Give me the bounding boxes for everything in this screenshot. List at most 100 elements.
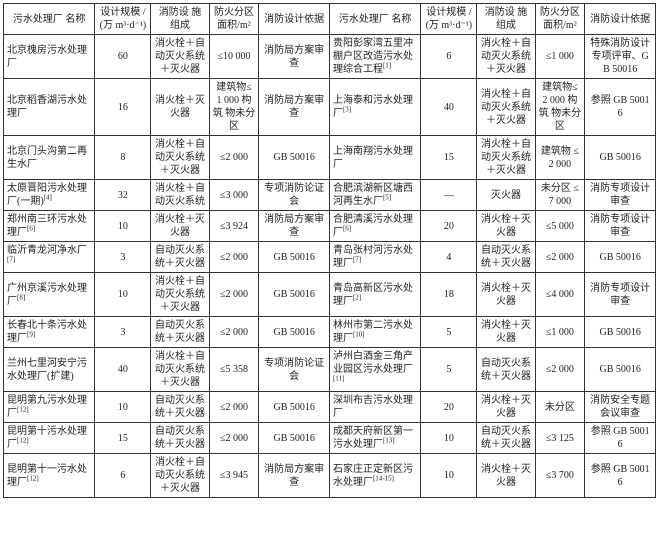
cell-basis: GB 50016 — [259, 273, 330, 317]
footnote-ref: [4] — [44, 194, 52, 202]
cell-scale: 4 — [421, 242, 477, 273]
cell-scale: 15 — [421, 136, 477, 180]
cell-facility: 消火栓＋灭火器 — [477, 317, 535, 348]
cell-facility: 消火栓＋灭火器 — [151, 211, 209, 242]
cell-basis: 消防专项设计审查 — [585, 180, 656, 211]
table-row: 北京稻香湖污水处理厂16消火栓＋灭火器建筑物≤ 1 000 构筑 物未分区消防局… — [4, 79, 656, 136]
cell-area: ≤2 000 — [209, 136, 259, 180]
col-basis-right: 消防设计依据 — [585, 4, 656, 35]
cell-facility: 消火栓＋自动灭火系统＋灭火器 — [477, 35, 535, 79]
cell-facility: 消火栓＋灭火器 — [477, 273, 535, 317]
cell-facility: 消火栓＋灭火器 — [477, 454, 535, 498]
col-name-right: 污水处理厂 名称 — [329, 4, 420, 35]
cell-facility: 消火栓＋灭火器 — [477, 392, 535, 423]
cell-facility: 自动灭火系统＋灭火器 — [151, 242, 209, 273]
cell-basis: 消防局方案审查 — [259, 79, 330, 136]
cell-basis: GB 50016 — [585, 242, 656, 273]
cell-name: 合肥滨湖新区塘西河再生水厂[5] — [329, 180, 420, 211]
cell-facility: 消火栓＋自动灭火系统＋灭火器 — [151, 35, 209, 79]
table-row: 兰州七里河安宁污水处理厂(扩建)40消火栓＋自动灭火系统＋灭火器≤5 358专项… — [4, 348, 656, 392]
cell-basis: 参照 GB 50016 — [585, 454, 656, 498]
cell-basis: 消防局方案审查 — [259, 35, 330, 79]
table-row: 郑州南三环污水处理厂[6]10消火栓＋灭火器≤3 924消防局方案审查合肥清溪污… — [4, 211, 656, 242]
cell-area: ≤5 358 — [209, 348, 259, 392]
col-scale-right: 设计规模 /(万 m³·d⁻¹) — [421, 4, 477, 35]
cell-scale: 18 — [421, 273, 477, 317]
table-row: 长春北十条污水处理厂[9]3自动灭火系统＋灭火器≤2 000GB 50016林州… — [4, 317, 656, 348]
cell-scale: 5 — [421, 317, 477, 348]
cell-area: ≤2 000 — [535, 348, 585, 392]
cell-scale: 10 — [95, 211, 151, 242]
footnote-ref: [7] — [353, 256, 361, 264]
cell-area: ≤3 924 — [209, 211, 259, 242]
cell-name: 泸州白酒金三角产业园区污水处理厂[11] — [329, 348, 420, 392]
footnote-ref: [3] — [343, 106, 351, 114]
cell-area: ≤3 000 — [209, 180, 259, 211]
cell-name: 成都天府新区第一污水处理厂[13] — [329, 423, 420, 454]
table-row: 昆明第九污水处理厂[12]10自动灭火系统＋灭火器≤2 000GB 50016深… — [4, 392, 656, 423]
cell-basis: 特殊消防设计专项评审、GB 50016 — [585, 35, 656, 79]
cell-facility: 消火栓＋自动灭火系统＋灭火器 — [151, 136, 209, 180]
footnote-ref: [5] — [383, 194, 391, 202]
cell-area: 建筑物≤ 1 000 构筑 物未分区 — [209, 79, 259, 136]
cell-name: 北京稻香湖污水处理厂 — [4, 79, 95, 136]
cell-facility: 自动灭火系统＋灭火器 — [151, 423, 209, 454]
cell-scale: 15 — [95, 423, 151, 454]
footnote-ref: [12] — [17, 437, 29, 445]
cell-basis: GB 50016 — [259, 242, 330, 273]
cell-name: 贵阳彭家湾五里冲棚户区改造污水处理综合工程[1] — [329, 35, 420, 79]
cell-name: 昆明第十污水处理厂[12] — [4, 423, 95, 454]
cell-name: 上海泰和污水处理厂[3] — [329, 79, 420, 136]
col-name-left: 污水处理厂 名称 — [4, 4, 95, 35]
cell-facility: 消火栓＋自动灭火系统＋灭火器 — [151, 454, 209, 498]
cell-name: 昆明第十一污水处理厂[12] — [4, 454, 95, 498]
cell-name: 深圳布吉污水处理厂 — [329, 392, 420, 423]
cell-name: 石家庄正定新区污水处理厂[14-15] — [329, 454, 420, 498]
cell-area: ≤2 000 — [209, 423, 259, 454]
cell-basis: 参照 GB 50016 — [585, 79, 656, 136]
wastewater-plants-table: 污水处理厂 名称 设计规模 /(万 m³·d⁻¹) 消防设 施组成 防火分区 面… — [3, 3, 656, 498]
cell-facility: 自动灭火系统＋灭火器 — [477, 423, 535, 454]
cell-name: 北京槐房污水处理厂 — [4, 35, 95, 79]
cell-area: ≤1 000 — [535, 35, 585, 79]
cell-scale: 10 — [421, 423, 477, 454]
cell-basis: GB 50016 — [585, 317, 656, 348]
cell-area: ≤5 000 — [535, 211, 585, 242]
cell-name: 太原晋阳污水处理厂(一期)[4] — [4, 180, 95, 211]
cell-basis: 消防局方案审查 — [259, 454, 330, 498]
cell-basis: GB 50016 — [259, 392, 330, 423]
cell-scale: 3 — [95, 242, 151, 273]
table-body: 北京槐房污水处理厂60消火栓＋自动灭火系统＋灭火器≤10 000消防局方案审查贵… — [4, 35, 656, 498]
cell-scale: — — [421, 180, 477, 211]
cell-scale: 10 — [95, 392, 151, 423]
cell-area: ≤1 000 — [535, 317, 585, 348]
cell-basis: 参照 GB 50016 — [585, 423, 656, 454]
footnote-ref: [2] — [353, 293, 361, 301]
footnote-ref: [13] — [383, 437, 395, 445]
cell-area: ≤2 000 — [209, 317, 259, 348]
cell-area: ≤3 700 — [535, 454, 585, 498]
cell-basis: 消防专项设计审查 — [585, 273, 656, 317]
col-facility-right: 消防设 施组成 — [477, 4, 535, 35]
cell-scale: 8 — [95, 136, 151, 180]
cell-name: 青岛高新区污水处理厂[2] — [329, 273, 420, 317]
cell-name: 林州市第二污水处理厂[10] — [329, 317, 420, 348]
cell-name: 郑州南三环污水处理厂[6] — [4, 211, 95, 242]
cell-facility: 消火栓＋灭火器 — [151, 79, 209, 136]
cell-name: 上海南翔污水处理厂 — [329, 136, 420, 180]
cell-basis: GB 50016 — [585, 136, 656, 180]
footnote-ref: [6] — [343, 225, 351, 233]
cell-basis: 消防专项设计审查 — [585, 211, 656, 242]
table-row: 昆明第十一污水处理厂[12]6消火栓＋自动灭火系统＋灭火器≤3 945消防局方案… — [4, 454, 656, 498]
cell-name: 长春北十条污水处理厂[9] — [4, 317, 95, 348]
cell-scale: 20 — [421, 211, 477, 242]
cell-scale: 16 — [95, 79, 151, 136]
table-row: 北京门头沟第二再生水厂8消火栓＋自动灭火系统＋灭火器≤2 000GB 50016… — [4, 136, 656, 180]
cell-area: ≤2 000 — [209, 242, 259, 273]
cell-basis: 专项消防论证会 — [259, 180, 330, 211]
cell-facility: 自动灭火系统＋灭火器 — [477, 242, 535, 273]
footnote-ref: [12] — [27, 474, 39, 482]
cell-facility: 消火栓＋自动灭火系统＋灭火器 — [151, 273, 209, 317]
cell-area: ≤3 125 — [535, 423, 585, 454]
cell-name: 合肥清溪污水处理厂[6] — [329, 211, 420, 242]
